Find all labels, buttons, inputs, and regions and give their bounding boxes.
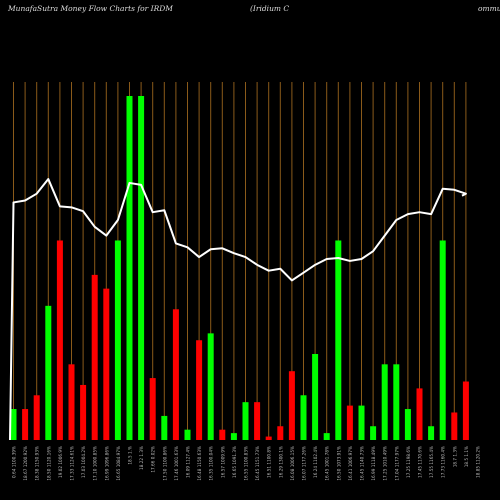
- inflow-bar: [207, 333, 214, 440]
- x-tick-label: 17.55 1165.4%: [429, 446, 434, 478]
- price-line: [9, 178, 467, 441]
- x-tick-label: 17.46 1001.63%: [174, 446, 179, 481]
- x-tick-label: 18.38 1150.93%: [35, 446, 40, 481]
- x-tick-label: 18.7 1.3%: [452, 446, 457, 467]
- x-tick-label: 17.10 1000.85%: [93, 446, 98, 481]
- x-tick-label: 18.67 1200.92%: [23, 446, 28, 481]
- outflow-bar: [288, 371, 295, 440]
- x-tick-label: 16.24 1102.4%: [313, 446, 318, 478]
- inflow-bar: [428, 426, 435, 440]
- inflow-bar: [300, 395, 307, 440]
- x-tick-label: 16.45 1151.73%: [255, 446, 260, 481]
- x-tick-label: 19.02 1006.9%: [58, 446, 63, 478]
- money-flow-bars: [10, 96, 469, 440]
- outflow-bar: [416, 388, 423, 440]
- inflow-bar: [393, 364, 400, 440]
- inflow-bar: [335, 240, 342, 440]
- x-tick-label: 18.5 1.1%: [464, 446, 469, 467]
- inflow-bar: [184, 429, 191, 440]
- outflow-bar: [91, 274, 98, 440]
- x-tick-label: 16.45 1140.73%: [360, 446, 365, 481]
- inflow-bar: [404, 409, 411, 440]
- outflow-bar: [277, 426, 284, 440]
- outflow-bar: [219, 429, 226, 440]
- inflow-bar: [126, 96, 133, 440]
- chart-title: MunafaSutra Money Flow Charts for IRDM: [8, 4, 173, 13]
- outflow-bar: [22, 409, 29, 440]
- company-name: (Iridium C: [250, 4, 290, 13]
- x-tick-label: 18.5 1.%: [128, 446, 133, 465]
- inflow-bar: [358, 405, 365, 440]
- x-tick-label: 16.08 1006.15%: [290, 446, 295, 481]
- x-tick-label: 16.29 1300.1%: [278, 446, 283, 478]
- x-tick-label: 17.03 1004.2%: [81, 446, 86, 478]
- outflow-bar: [149, 378, 156, 440]
- x-tick-label: 16.99 1096.86%: [104, 446, 109, 481]
- inflow-bar: [138, 96, 145, 440]
- x-tick-label: 16.55 1100.83%: [244, 446, 249, 481]
- outflow-bar: [80, 384, 87, 440]
- inflow-bar: [161, 415, 168, 440]
- x-tick-label: 16.35 1100.04%: [209, 446, 214, 481]
- x-tick-label: 18.50 1120.16%: [46, 446, 51, 481]
- x-tick-label: 17.66 0.02%: [151, 446, 156, 473]
- x-tick-label: 16.48 1150.63%: [197, 446, 202, 481]
- outflow-bar: [254, 402, 261, 440]
- x-tick-label: 16.65 1091.3%: [232, 446, 237, 478]
- outflow-bar: [346, 405, 353, 440]
- inflow-bar: [381, 364, 388, 440]
- outflow-bar: [68, 364, 75, 440]
- inflow-bar: [114, 240, 121, 440]
- x-tick-label: 16.09 1127.4%: [186, 446, 191, 478]
- x-tick-label: 17.25 1010.49%: [383, 446, 388, 481]
- outflow-bar: [265, 436, 272, 440]
- x-tick-label: 17.04 1177.97%: [394, 446, 399, 481]
- x-tick-label: 18.22 1.3%: [139, 446, 144, 470]
- inflow-bar: [242, 402, 249, 440]
- outflow-bar: [33, 395, 40, 440]
- x-tick-label: 16.45 1001.78%: [325, 446, 330, 481]
- x-tick-label: 16.51 1100.8%: [267, 446, 272, 478]
- outflow-bar: [451, 412, 458, 440]
- outflow-bar: [462, 381, 469, 440]
- x-tick-label: 16.65 1084.97%: [116, 446, 121, 481]
- x-tick-label: 17.25 1198.6%: [406, 446, 411, 478]
- x-tick-label: 16.07 1177.26%: [302, 446, 307, 481]
- inflow-bar: [45, 305, 52, 440]
- x-tick-label: 16.57 1009.9%: [220, 446, 225, 478]
- x-tick-label: 17.73 1160.4%: [441, 446, 446, 478]
- outflow-bar: [56, 240, 63, 440]
- inflow-bar: [230, 433, 237, 440]
- company-name-tail: ommu: [478, 4, 500, 13]
- outflow-bar: [172, 309, 179, 440]
- x-tick-label: 17.50 1100.86%: [162, 446, 167, 481]
- inflow-bar: [370, 426, 377, 440]
- x-tick-label: 0.64 1100.39%: [12, 446, 17, 478]
- outflow-bar: [103, 288, 110, 440]
- x-tick-label: 16.50 1073.91%: [336, 446, 341, 481]
- x-tick-label: 16.41 1006.97%: [348, 446, 353, 481]
- inflow-bar: [323, 433, 330, 440]
- inflow-bar: [10, 409, 17, 440]
- x-tick-label: 18.85 1120.2%: [476, 446, 481, 478]
- inflow-bar: [312, 354, 319, 440]
- inflow-bar: [439, 240, 446, 440]
- x-tick-label: 17.45 1170.6%: [418, 446, 423, 478]
- x-axis-labels: 0.64 1100.39% 18.67 1200.92% 18.38 1150.93…: [12, 446, 481, 481]
- x-tick-label: 17.33 1124.61%: [70, 446, 75, 481]
- x-tick-label: 16.99 1118.49%: [371, 446, 376, 481]
- outflow-bar: [196, 340, 203, 440]
